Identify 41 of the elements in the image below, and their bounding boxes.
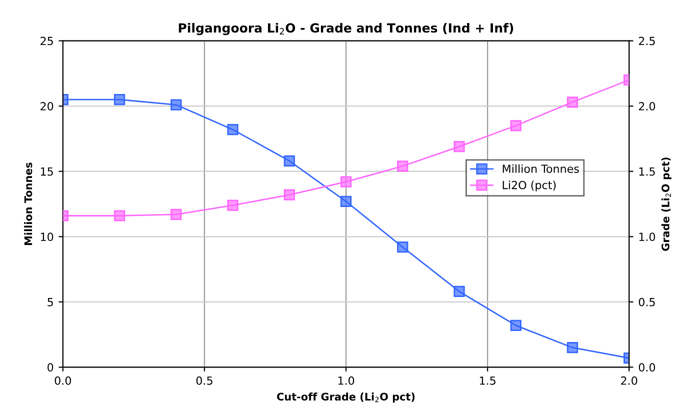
point: [114, 94, 126, 106]
point: [510, 120, 522, 132]
legend-label: Million Tonnes: [502, 164, 579, 173]
x-tick-label: 2.0: [621, 376, 638, 385]
y2-tick-label: 2.0: [638, 102, 656, 110]
y2-tick-label: 0.0: [638, 363, 656, 372]
point: [454, 141, 465, 152]
point: [397, 160, 408, 172]
x-tick-label: 1.0: [338, 376, 354, 385]
y-tick-label: 0: [48, 363, 54, 372]
point: [284, 155, 295, 166]
y2-axis-title: Grade (Li$_{2}$O pct): [661, 158, 672, 251]
y-tick-label: 25: [40, 36, 53, 46]
point: [566, 342, 578, 354]
x-tick-label: 1.5: [480, 376, 496, 385]
point: [170, 99, 182, 110]
x-tick-label: 0.5: [196, 376, 212, 385]
chart-title: Pilgangoora Li$_{2}$O - Grade and Tonnes (Ind + Inf): [178, 22, 514, 36]
y-tick-label: 5: [48, 298, 53, 306]
point: [227, 124, 238, 136]
point: [566, 96, 578, 108]
point: [227, 200, 238, 211]
point: [284, 189, 295, 200]
point: [510, 320, 522, 331]
x-axis-title: Cut-off Grade (Li$_{2}$O pct): [277, 392, 415, 403]
y2-tick-label: 1.5: [639, 167, 655, 176]
point: [340, 176, 352, 188]
y-tick-label: 20: [40, 102, 54, 110]
y2-tick-label: 2.5: [638, 36, 655, 46]
point: [114, 210, 126, 222]
y-tick-label: 15: [40, 167, 53, 176]
y2-tick-label: 0.5: [638, 298, 655, 306]
legend-label: Li2O (pct): [502, 180, 556, 192]
point: [170, 208, 182, 220]
point: [397, 242, 408, 253]
point: [454, 286, 465, 298]
y-tick-label: 10: [40, 232, 54, 242]
point: [340, 196, 352, 207]
y2-tick-label: 1.0: [639, 232, 656, 242]
y-axis-title: Million Tonnes: [24, 162, 32, 245]
x-tick-label: 0.0: [54, 376, 72, 385]
